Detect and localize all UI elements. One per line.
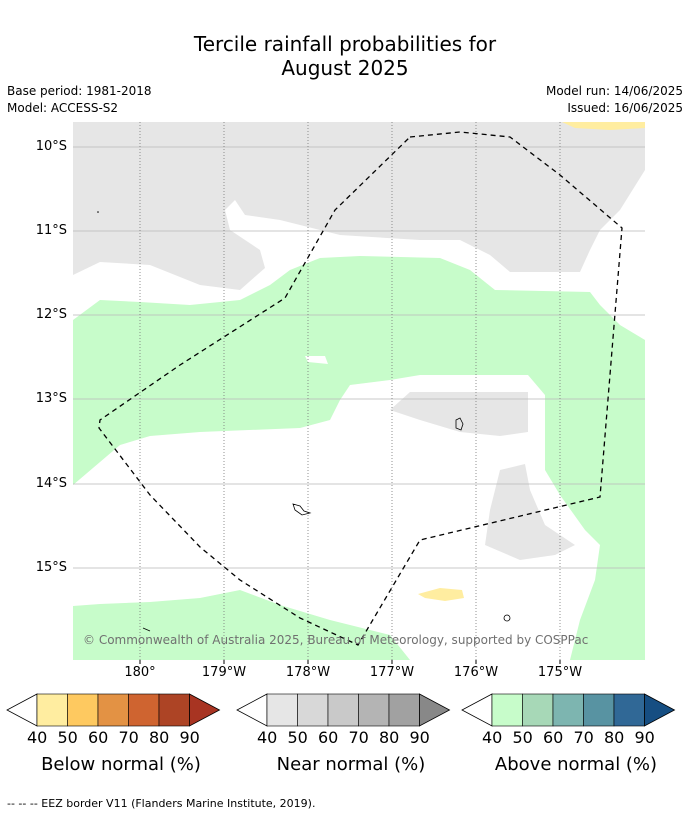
colorbar-tick-label: 90 bbox=[409, 728, 430, 747]
colorbar-tick-label: 70 bbox=[573, 728, 594, 747]
below-normal-region bbox=[562, 122, 645, 130]
lon-label: 178°W bbox=[285, 665, 331, 680]
colorbar-title: Near normal (%) bbox=[276, 754, 426, 775]
lat-label: 10°S bbox=[35, 139, 67, 154]
base-period: Base period: 1981-2018 bbox=[7, 84, 152, 98]
issued-date: Issued: 16/06/2025 bbox=[567, 101, 683, 115]
island bbox=[455, 417, 464, 431]
colorbar-title: Above normal (%) bbox=[494, 754, 658, 775]
map-title-line1: Tercile rainfall probabilities for bbox=[193, 32, 497, 56]
lon-label: 180° bbox=[124, 665, 156, 680]
colorbar-tick-label: 70 bbox=[348, 728, 369, 747]
colorbar-tick-label: 80 bbox=[604, 728, 625, 747]
lon-label: 177°W bbox=[369, 665, 415, 680]
above-normal-region bbox=[73, 256, 645, 660]
colorbar-tick-label: 90 bbox=[179, 728, 200, 747]
colorbar-tick-label: 50 bbox=[57, 728, 78, 747]
lon-label: 179°W bbox=[201, 665, 247, 680]
colorbar-tick-label: 60 bbox=[318, 728, 339, 747]
colorbar-tick-label: 60 bbox=[88, 728, 109, 747]
lat-label: 11°S bbox=[35, 223, 67, 238]
colorbar-tick-label: 40 bbox=[27, 728, 48, 747]
colorbar-tick-label: 40 bbox=[257, 728, 278, 747]
island bbox=[503, 614, 511, 622]
model-run: Model run: 14/06/2025 bbox=[545, 84, 683, 98]
colorbar-tick-label: 40 bbox=[482, 728, 503, 747]
colorbar-tick-label: 50 bbox=[512, 728, 533, 747]
lat-label: 12°S bbox=[35, 307, 67, 322]
model-name: Model: ACCESS-S2 bbox=[7, 101, 119, 115]
lat-label: 15°S bbox=[35, 560, 67, 575]
eez-border bbox=[98, 131, 623, 646]
colorbar-tick-label: 60 bbox=[543, 728, 564, 747]
lon-label: 175°W bbox=[537, 665, 583, 680]
colorbar-tick-label: 70 bbox=[118, 728, 139, 747]
island bbox=[292, 503, 312, 516]
colorbar-tick-label: 90 bbox=[634, 728, 655, 747]
copyright-credit: © Commonwealth of Australia 2025, Bureau… bbox=[83, 633, 589, 647]
map-title-line2: August 2025 bbox=[281, 56, 409, 80]
lat-label: 13°S bbox=[35, 391, 67, 406]
colorbar-tick-label: 50 bbox=[287, 728, 308, 747]
colorbar-tick-label: 80 bbox=[379, 728, 400, 747]
lon-label: 176°W bbox=[453, 665, 499, 680]
colorbar-title: Below normal (%) bbox=[41, 754, 201, 775]
colorbar-tick-label: 80 bbox=[149, 728, 170, 747]
near-normal-region bbox=[73, 122, 645, 290]
eez-legend-footer: -- -- -- EEZ border V11 (Flanders Marine… bbox=[7, 797, 316, 810]
lat-label: 14°S bbox=[35, 476, 67, 491]
